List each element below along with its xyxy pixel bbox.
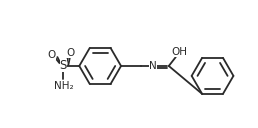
- Text: NH₂: NH₂: [54, 81, 73, 91]
- Text: N: N: [149, 61, 157, 71]
- Text: S: S: [60, 60, 67, 72]
- Text: OH: OH: [172, 47, 188, 57]
- Text: O: O: [66, 48, 75, 58]
- Text: O: O: [47, 50, 55, 60]
